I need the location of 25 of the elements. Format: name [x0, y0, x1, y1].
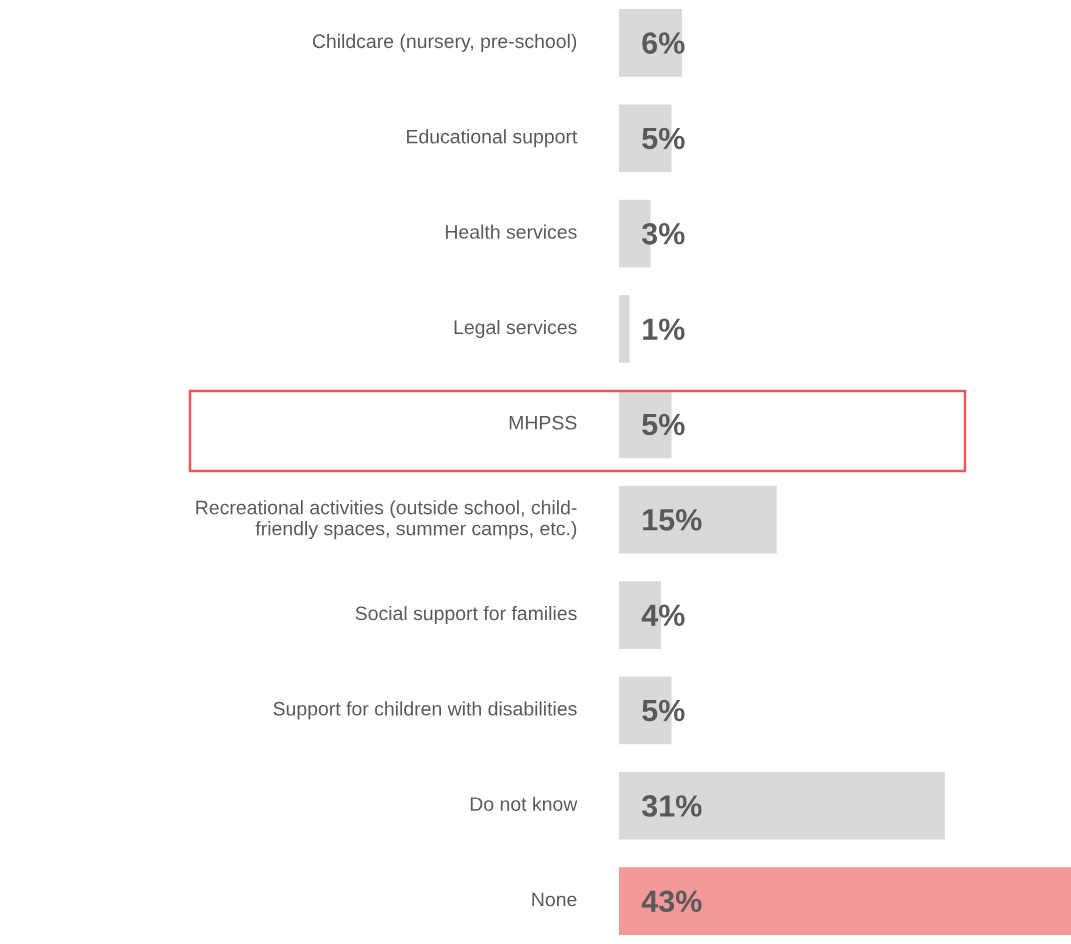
data-label: 15%: [643, 509, 702, 531]
y-tick-label: Educational support: [407, 129, 578, 148]
y-tick-label: Health services: [446, 224, 577, 239]
data-label: 5%: [642, 127, 685, 150]
data-label: 43%: [641, 890, 702, 913]
data-label: 5%: [642, 413, 685, 436]
y-tick-label: None: [532, 892, 577, 907]
y-tick-label: MHPSS: [509, 415, 577, 430]
data-label: 4%: [641, 604, 685, 626]
y-tick-label: Support for children with disabilities: [273, 701, 577, 720]
bar: [619, 295, 630, 363]
y-tick-label: Recreational activities (outside school, child- friendly spaces, summer camps, etc.): [196, 500, 577, 540]
y-tick-label: Childcare (nursery, pre-school): [312, 33, 577, 52]
bar: [619, 771, 945, 840]
data-label: 31%: [641, 795, 702, 817]
data-label: 1%: [643, 318, 685, 340]
bar: [619, 867, 1071, 935]
data-label: 5%: [642, 699, 685, 722]
bar: [619, 9, 683, 77]
data-label: 3%: [641, 222, 685, 245]
y-tick-label: Social support for families: [355, 605, 577, 625]
data-label: 6%: [642, 32, 685, 54]
y-tick-label: Legal services: [454, 319, 577, 339]
bar: [619, 485, 777, 554]
y-tick-label: Do not know: [470, 796, 578, 811]
